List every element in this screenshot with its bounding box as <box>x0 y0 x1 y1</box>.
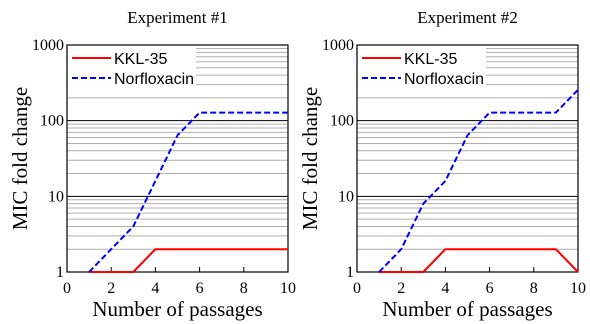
y-tick-label: 100 <box>40 113 64 130</box>
y-tick-label: 1 <box>56 264 64 281</box>
x-tick-label: 0 <box>63 280 71 297</box>
chart-title: Experiment #1 <box>127 8 228 27</box>
plot-frame <box>66 44 289 273</box>
series-line-kkl-35 <box>379 248 579 273</box>
x-axis-label: Number of passages <box>92 297 262 321</box>
legend-background <box>358 46 486 90</box>
x-tick-label: 8 <box>240 280 248 297</box>
x-tick-label: 2 <box>397 280 405 297</box>
x-tick-label: 8 <box>530 280 538 297</box>
chart-title: Experiment #2 <box>417 8 518 27</box>
series-line-norfloxacin <box>378 89 579 273</box>
chart-panel-1: 0 2 4 6 8 10 1 10 100 1000 Experiment #1 Number of … <box>8 8 296 321</box>
legend-background <box>68 46 196 90</box>
legend-label: Norfloxacin <box>404 71 484 88</box>
y-tick-label: 1 <box>346 264 354 281</box>
y-axis-label: MIC fold change <box>298 87 322 230</box>
x-tick-label: 6 <box>196 280 204 297</box>
plot-frame <box>356 44 579 273</box>
x-tick-label: 4 <box>441 280 449 297</box>
y-tick-label: 10 <box>48 188 64 205</box>
legend: KKL-35 Norfloxacin <box>358 46 486 90</box>
series-line-norfloxacin <box>88 111 288 273</box>
y-tick-label: 100 <box>330 113 354 130</box>
x-tick-label: 10 <box>280 280 296 297</box>
y-tick-label: 1000 <box>32 37 64 54</box>
x-tick-label: 10 <box>570 280 586 297</box>
legend: KKL-35 Norfloxacin <box>68 46 196 90</box>
legend-label: Norfloxacin <box>114 71 194 88</box>
series-line-kkl-35 <box>89 248 288 273</box>
legend-label: KKL-35 <box>114 51 167 68</box>
x-tick-label: 6 <box>486 280 494 297</box>
y-tick-label: 1000 <box>322 37 354 54</box>
x-axis-label: Number of passages <box>382 297 552 321</box>
x-tick-label: 4 <box>151 280 159 297</box>
x-tick-label: 0 <box>353 280 361 297</box>
y-tick-label: 10 <box>338 188 354 205</box>
x-tick-label: 2 <box>107 280 115 297</box>
chart-panel-2: 0 2 4 6 8 10 1 10 100 1000 Experiment #2 Number of … <box>298 8 586 321</box>
y-axis-label: MIC fold change <box>8 87 32 230</box>
legend-label: KKL-35 <box>404 51 457 68</box>
